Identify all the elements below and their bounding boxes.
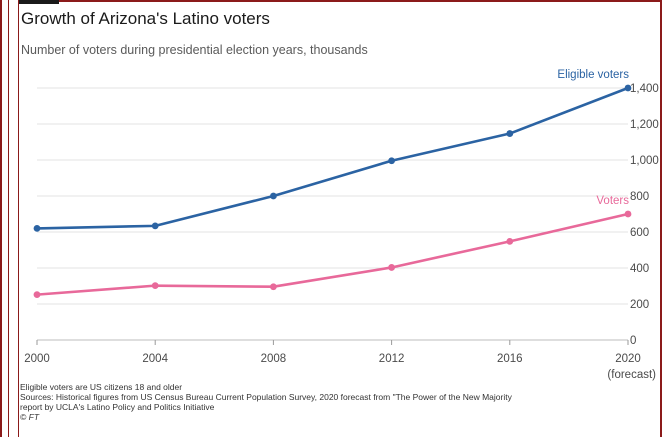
y-tick-label: 600 bbox=[630, 227, 649, 239]
x-tick-label: 2020 bbox=[615, 353, 641, 365]
y-tick-label: 1,000 bbox=[630, 155, 659, 167]
y-tick-label: 400 bbox=[630, 263, 649, 275]
series-label: Voters bbox=[596, 195, 629, 207]
x-tick-label: 2016 bbox=[497, 353, 523, 365]
chart-footnote: Eligible voters are US citizens 18 and o… bbox=[20, 382, 660, 422]
footnote-sources: Sources: Historical figures from US Cens… bbox=[20, 392, 512, 402]
data-point bbox=[151, 222, 159, 230]
y-tick-label: 1,200 bbox=[630, 119, 659, 131]
frame-border-left bbox=[0, 0, 2, 437]
data-point bbox=[270, 192, 277, 200]
series-lines: Eligible voters Voters bbox=[33, 69, 632, 299]
data-point bbox=[506, 237, 514, 245]
data-point bbox=[624, 210, 632, 218]
data-point bbox=[270, 283, 277, 291]
y-tick-label: 800 bbox=[630, 191, 649, 203]
data-point bbox=[33, 291, 41, 299]
ft-credit: © FT bbox=[20, 412, 40, 422]
gridlines bbox=[37, 87, 628, 341]
frame-border-right bbox=[660, 0, 662, 437]
series-label: Eligible voters bbox=[557, 69, 629, 81]
frame-border-left-inner bbox=[8, 0, 9, 437]
footnote-definition: Eligible voters are US citizens 18 and o… bbox=[20, 382, 183, 392]
series-line bbox=[36, 86, 629, 230]
chart-panel-border-left bbox=[18, 0, 19, 437]
data-point bbox=[388, 157, 395, 165]
y-axis-ticks: 1,400 1,200 1,000 800 600 400 200 0 bbox=[630, 83, 659, 347]
footnote-sources-cont: report by UCLA's Latino Policy and Polit… bbox=[20, 402, 215, 412]
x-tick-label: 2012 bbox=[379, 353, 405, 365]
frame-border-top bbox=[19, 0, 662, 2]
data-point bbox=[33, 225, 41, 232]
x-tick-sublabel: (forecast) bbox=[607, 369, 656, 381]
series-line bbox=[36, 212, 629, 296]
chart-title: Growth of Arizona's Latino voters bbox=[21, 9, 270, 28]
x-tick-label: 2008 bbox=[261, 353, 287, 365]
y-tick-label: 200 bbox=[630, 299, 649, 311]
data-point bbox=[388, 264, 395, 271]
data-point bbox=[624, 84, 632, 92]
data-point bbox=[151, 282, 159, 290]
y-tick-label: 0 bbox=[630, 335, 636, 347]
data-point bbox=[506, 130, 514, 137]
y-tick-label: 1,400 bbox=[630, 83, 659, 95]
x-tick-label: 2004 bbox=[142, 353, 168, 365]
chart-subtitle: Number of voters during presidential ele… bbox=[21, 43, 368, 57]
title-accent-bar bbox=[19, 0, 59, 4]
x-axis-ticks: 2000 2004 2008 2012 2016 2020 (forecast) bbox=[24, 340, 656, 381]
x-tick-label: 2000 bbox=[24, 353, 50, 365]
